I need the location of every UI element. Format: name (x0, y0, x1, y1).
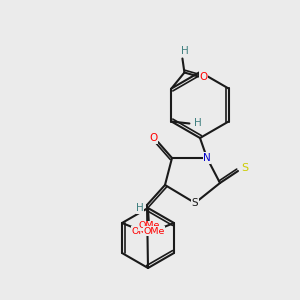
Text: S: S (192, 198, 198, 208)
Text: S: S (242, 163, 249, 173)
Text: OMe: OMe (143, 226, 165, 236)
Text: H: H (194, 118, 201, 128)
Text: O: O (149, 133, 157, 143)
Text: H: H (181, 46, 188, 56)
Text: H: H (136, 203, 144, 213)
Text: OMe: OMe (131, 226, 153, 236)
Text: OMe: OMe (138, 221, 160, 230)
Text: N: N (203, 153, 211, 163)
Text: O: O (199, 71, 208, 82)
